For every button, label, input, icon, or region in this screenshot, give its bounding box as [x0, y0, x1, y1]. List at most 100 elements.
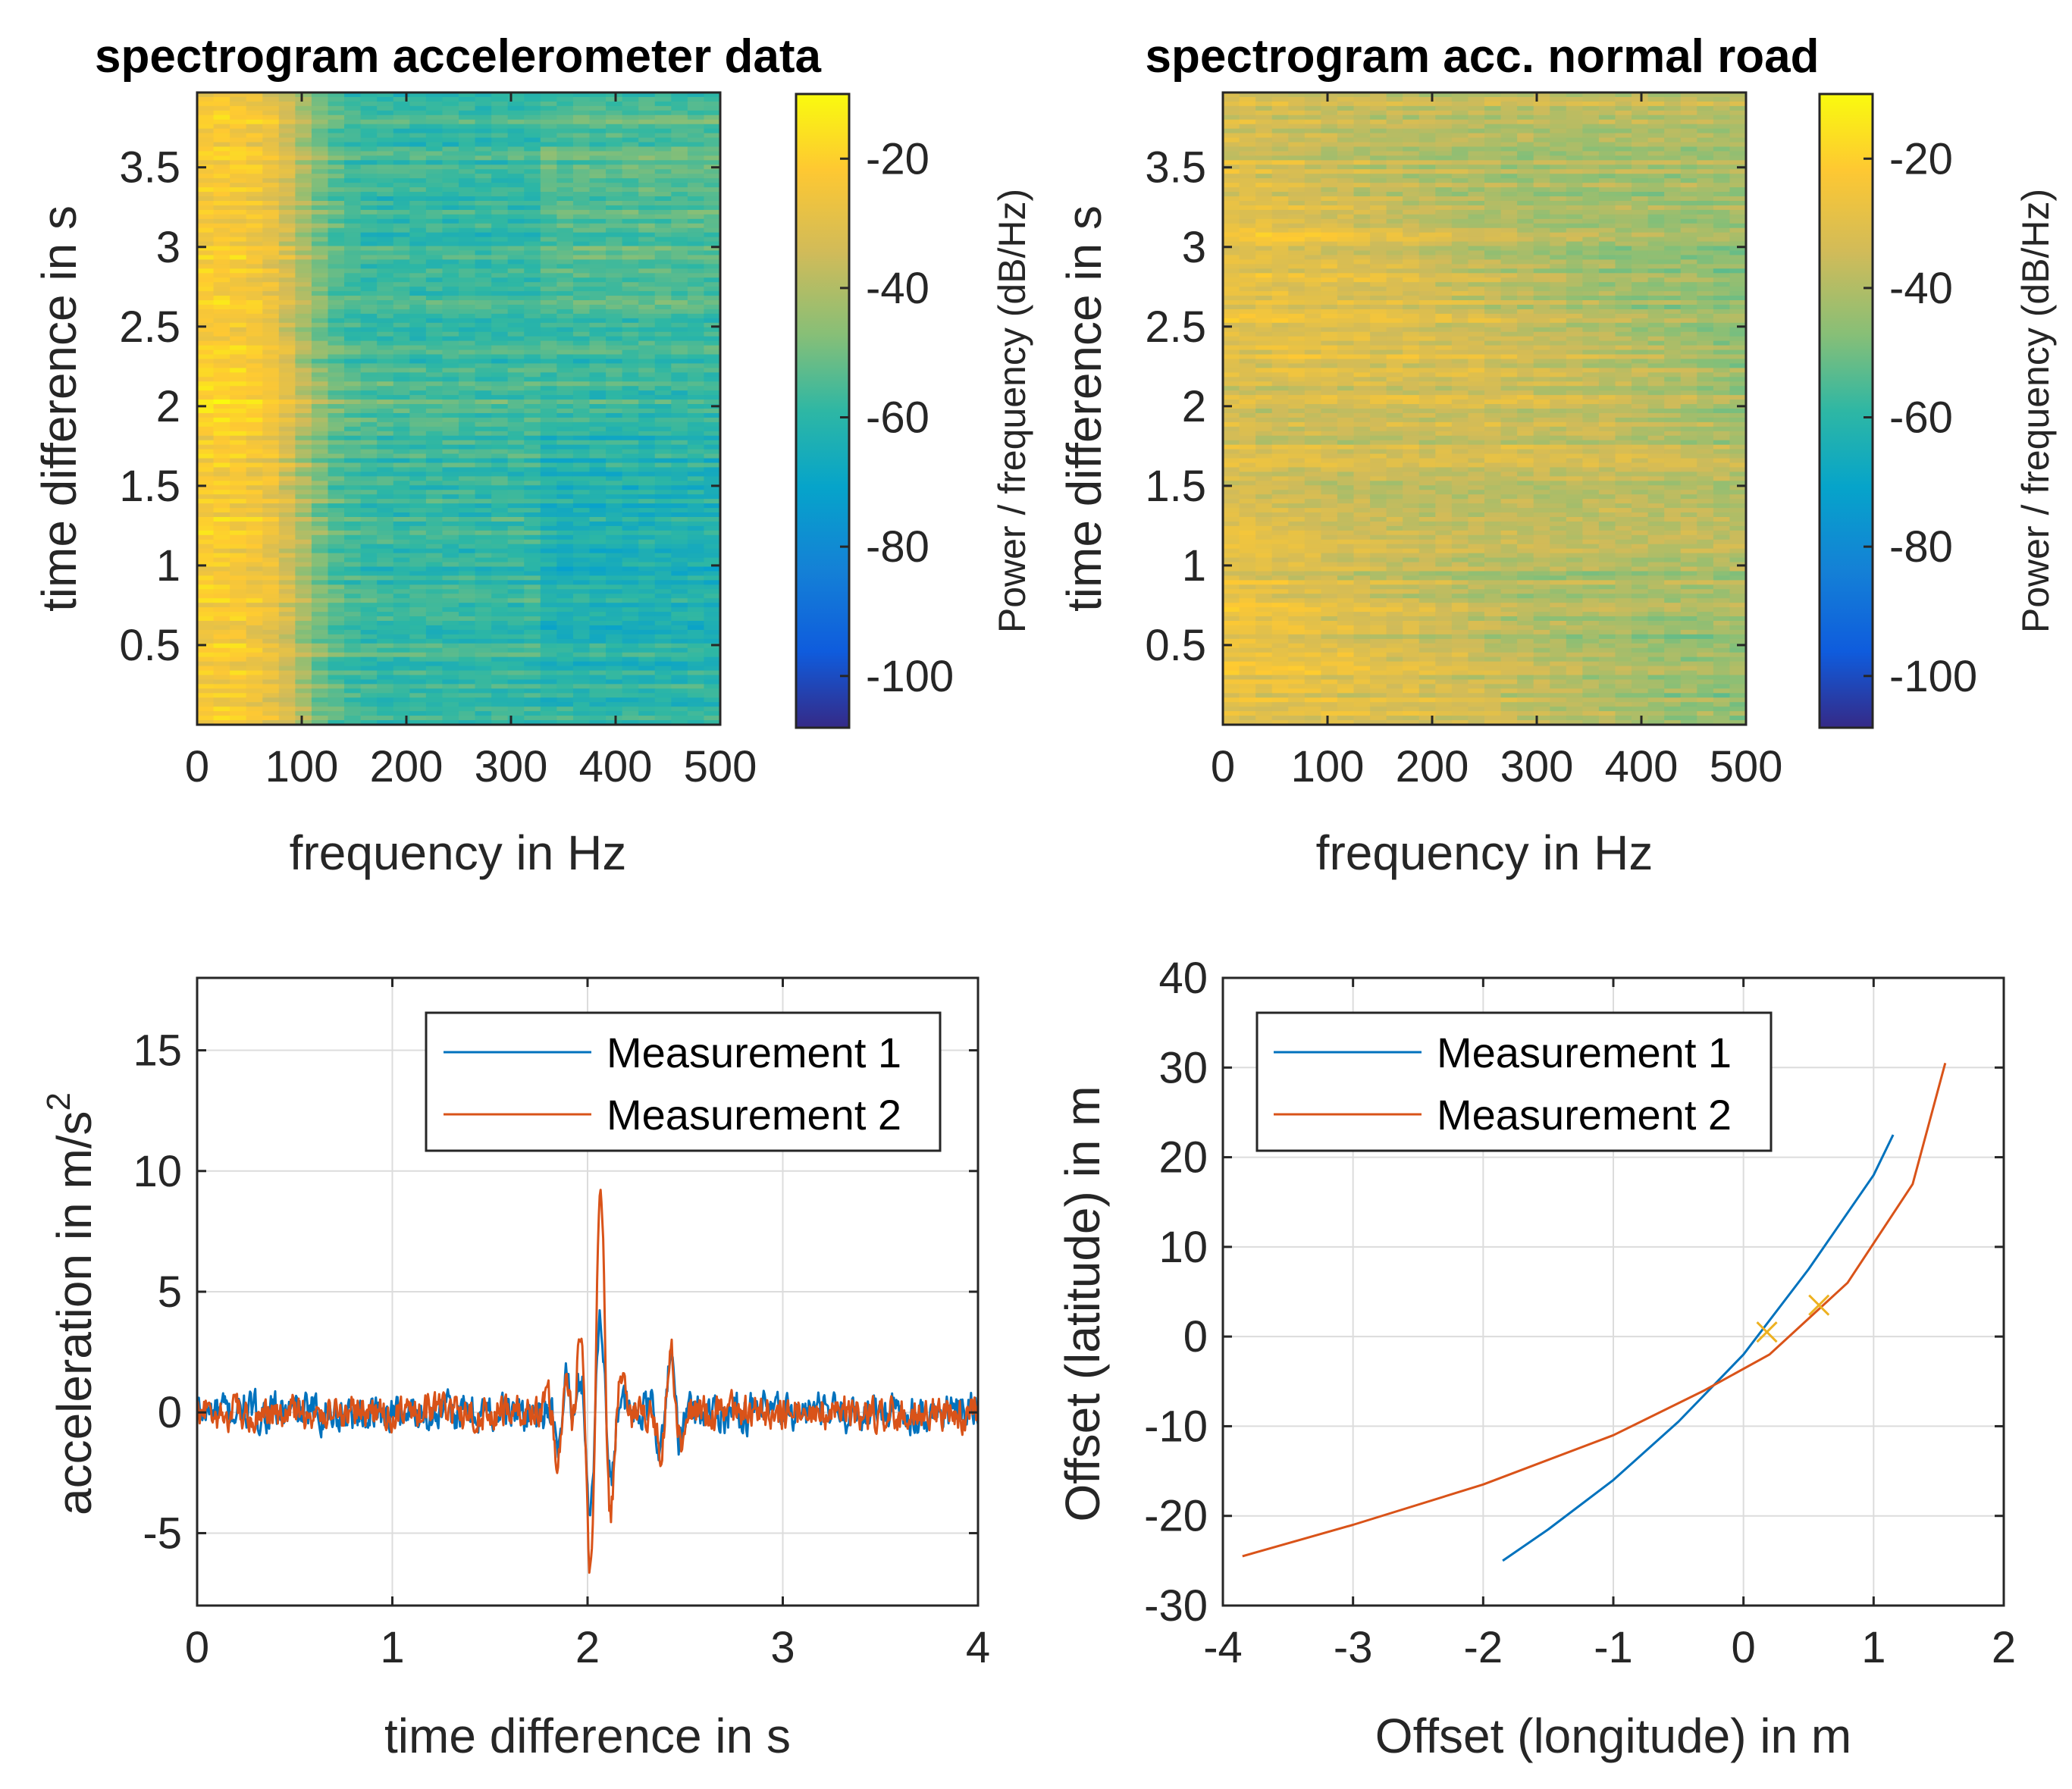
spectrogram-1-cell: [524, 485, 541, 490]
spectrogram-1-cell: [606, 603, 623, 608]
spectrogram-1-cell: [442, 707, 459, 712]
spectrogram-1-cell: [507, 273, 525, 278]
spectrogram-2-cell: [1451, 101, 1469, 107]
spectrogram-2-cell: [1304, 96, 1321, 102]
spectrogram-1-cell: [507, 336, 525, 342]
spectrogram-2-cell: [1566, 105, 1583, 111]
spectrogram-1-cell: [393, 476, 410, 481]
spectrogram-1-cell: [246, 386, 263, 391]
spectrogram-1-cell: [589, 516, 607, 522]
spectrogram-1-cell: [393, 349, 410, 356]
spectrogram-1-cell: [589, 589, 607, 594]
spectrogram-1-cell: [459, 462, 476, 468]
spectrogram-1-cell: [262, 196, 280, 202]
spectrogram-1-cell: [344, 277, 362, 283]
spectrogram-1-cell: [197, 209, 215, 215]
spectrogram-1-cell: [654, 114, 672, 121]
spectrogram-1-cell: [638, 160, 656, 165]
spectrogram-2-cell: [1386, 114, 1403, 121]
spectrogram-1-cell: [409, 625, 427, 631]
spectrogram-1-cell: [295, 458, 312, 464]
spectrogram-1-cell: [377, 598, 394, 603]
spectrogram-1-cell: [687, 241, 705, 247]
spectrogram-1-cell: [246, 169, 263, 174]
spectrogram-1-cell: [230, 273, 247, 278]
spectrogram-1-cell: [246, 291, 263, 296]
spectrogram-1-cell: [246, 327, 263, 333]
spectrogram-1-cell: [328, 566, 345, 572]
spectrogram-1-cell: [409, 300, 427, 305]
spectrogram-2-cell: [1370, 114, 1387, 121]
spectrogram-1-cell: [507, 661, 525, 667]
spectrogram-1-cell: [556, 589, 574, 594]
spectrogram-1-cell: [687, 421, 705, 428]
spectrogram-1-cell: [671, 187, 688, 193]
spectrogram-1-cell: [540, 548, 557, 554]
spectrogram-1-cell: [524, 160, 541, 165]
spectrogram-1-cell: [654, 404, 672, 409]
spectrogram-1-cell: [622, 124, 639, 130]
spectrogram-1-cell: [556, 318, 574, 324]
spectrogram-1-cell: [654, 105, 672, 111]
spectrogram-1-cell: [393, 421, 410, 428]
spectrogram-1-cell: [393, 296, 410, 301]
spectrogram-1-cell: [638, 192, 656, 197]
spectrogram-1-cell: [671, 223, 688, 229]
spectrogram-1-cell: [360, 241, 378, 247]
spectrogram-1-cell: [638, 404, 656, 409]
spectrogram-1-cell: [491, 458, 509, 464]
spectrogram-1-cell: [572, 472, 591, 477]
spectrogram-1-cell: [328, 250, 345, 256]
spectrogram-1-cell: [556, 620, 574, 626]
spectrogram-1-cell: [540, 702, 557, 707]
spectrogram-1-cell: [344, 458, 362, 464]
spectrogram-1-cell: [540, 409, 557, 414]
spectrogram-1-cell: [459, 594, 476, 599]
spectrogram-1-cell: [295, 481, 312, 486]
spectrogram-1-cell: [197, 331, 215, 337]
spectrogram-1-cell: [246, 409, 263, 414]
spectrogram-1-cell: [687, 237, 705, 243]
spectrogram-1-cell: [475, 227, 492, 233]
spectrogram-1-cell: [197, 481, 215, 486]
spectrogram-1-cell: [687, 409, 705, 414]
spectrogram-1-cell: [589, 331, 607, 337]
spectrogram-1-cell: [704, 296, 721, 301]
spectrogram-1-cell: [425, 426, 444, 432]
spectrogram-1-cell: [606, 666, 623, 672]
spectrogram-1-cell: [704, 327, 721, 333]
spectrogram-1-cell: [638, 277, 656, 283]
spectrogram-1-cell: [638, 368, 656, 373]
spectrogram-1-cell: [556, 155, 574, 161]
spectrogram-1-cell: [442, 232, 459, 238]
spectrogram-1-cell: [230, 634, 247, 640]
spectrogram-1-cell: [491, 525, 509, 531]
spectrogram-1-cell: [377, 237, 394, 243]
spectrogram-1-cell: [409, 399, 427, 405]
spectrogram-1-cell: [262, 110, 280, 116]
spectrogram-1-cell: [606, 647, 623, 653]
spectrogram-1-cell: [442, 656, 459, 663]
spectrogram-1-cell: [507, 521, 525, 527]
spectrogram-1-cell: [246, 114, 263, 121]
spectrogram-1-cell: [409, 336, 427, 342]
spectrogram-1-cell: [524, 237, 541, 243]
spectrogram-1-cell: [638, 620, 656, 626]
spectrogram-1-cell: [295, 277, 312, 283]
spectrogram-1-cell: [328, 291, 345, 296]
spectrogram-1-cell: [687, 160, 705, 165]
spectrogram-1-cell: [425, 472, 444, 477]
spectrogram-1-cell: [687, 594, 705, 599]
spectrogram-1-cell: [360, 377, 378, 382]
spectrogram-1-cell: [540, 232, 557, 238]
spectrogram-1-cell: [556, 259, 574, 265]
spectrogram-1-cell: [606, 453, 623, 459]
spectrogram-1-cell: [589, 354, 607, 360]
spectrogram-1-cell: [556, 607, 574, 613]
spectrogram-1-cell: [654, 499, 672, 504]
spectrogram-1-cell: [360, 521, 378, 527]
spectrogram-1-cell: [540, 227, 557, 233]
spectrogram-1-cell: [704, 381, 721, 387]
spectrogram-1-cell: [606, 697, 623, 703]
spectrogram-1-cell: [671, 512, 688, 518]
